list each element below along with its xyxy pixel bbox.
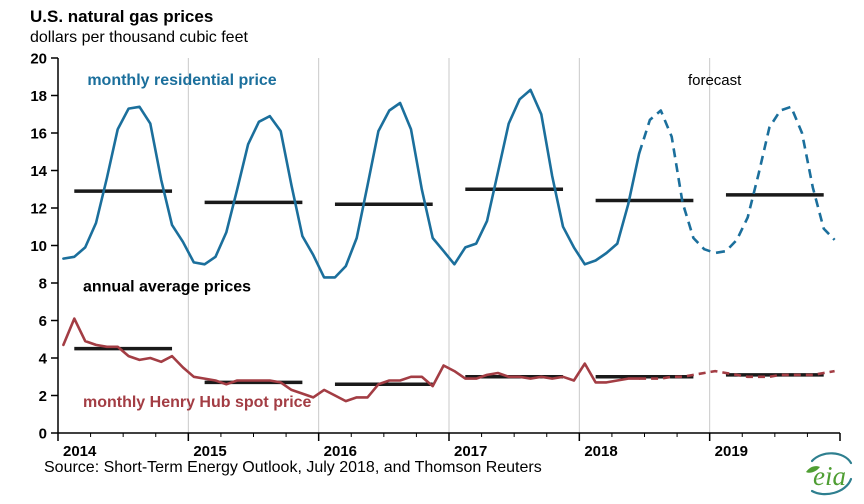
y-tick-label: 20	[30, 51, 47, 68]
annotation-label: monthly Henry Hub spot price	[83, 394, 312, 411]
y-tick-label: 4	[39, 351, 48, 368]
y-tick-label: 2	[39, 388, 47, 405]
y-tick-label: 6	[39, 313, 47, 330]
annotation-label: monthly residential price	[87, 72, 276, 89]
eia-logo-text: eia	[813, 461, 846, 491]
x-year-label: 2014	[63, 443, 97, 460]
series-line-forecast-1	[639, 369, 835, 380]
series-line-history-0	[62, 88, 641, 279]
y-tick-label: 18	[30, 88, 47, 105]
source-note: Source: Short-Term Energy Outlook, July …	[44, 459, 542, 476]
x-year-label: 2015	[193, 443, 226, 460]
series-line-forecast-0	[637, 105, 836, 255]
chart-title: U.S. natural gas prices	[30, 7, 214, 26]
series-line-history-1	[62, 317, 641, 403]
annotation-label: annual average prices	[83, 278, 251, 295]
eia-logo-leaf	[806, 466, 820, 473]
chart-subtitle: dollars per thousand cubic feet	[30, 29, 248, 46]
x-year-label: 2018	[584, 443, 617, 460]
y-tick-label: 14	[30, 163, 47, 180]
eia-logo: eia	[806, 452, 853, 496]
y-tick-label: 8	[39, 276, 47, 293]
eia-logo-swoosh	[810, 452, 853, 496]
x-year-label: 2017	[454, 443, 487, 460]
y-tick-label: 0	[39, 426, 47, 443]
x-year-label: 2016	[324, 443, 357, 460]
natural-gas-price-chart: 0 2 4 6 8 10 12 14 16 18 20 2014 2015 2016 2017 2018 201…	[30, 51, 841, 460]
y-tick-label: 12	[30, 201, 47, 218]
x-year-label: 2019	[715, 443, 748, 460]
y-tick-label: 16	[30, 126, 47, 143]
annotation-label: forecast	[688, 72, 742, 89]
y-tick-label: 10	[30, 238, 47, 255]
